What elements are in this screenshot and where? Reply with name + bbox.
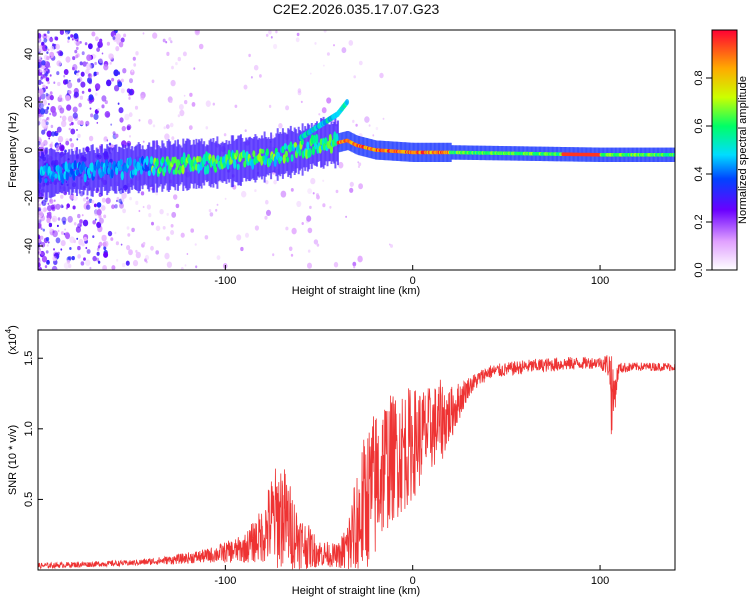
snr-scale-note: (x104) [4, 325, 19, 355]
spectrogram-panel: -100 0 100 -40 -20 0 20 40 Height of straight l… [7, 29, 676, 297]
snr-ylabel: SNR (10 * v/v) [7, 425, 19, 495]
figure-title: C2E2.2026.035.17.07.G23 [273, 1, 440, 17]
colorbar-label: Normalized spectral amplitude [737, 76, 749, 224]
spectrogram-xlabel: Height of straight line (km) [292, 285, 420, 297]
spectrogram-ytick-label: 20 [23, 96, 35, 108]
colorbar-tick-label: 0.0 [693, 262, 705, 277]
snr-xtick-label: 0 [410, 575, 416, 587]
svg-text:(x104): (x104) [4, 325, 19, 355]
colorbar-tick-label: 0.8 [693, 70, 705, 85]
snr-series-line [38, 355, 675, 570]
snr-frame [37, 329, 676, 571]
spectrogram-ytick-label: -40 [23, 238, 35, 254]
spectrogram-ticks: -100 0 100 -40 -20 0 20 40 [23, 48, 609, 287]
snr-ytick-label: 1.0 [23, 421, 35, 436]
colorbar-gradient [711, 29, 738, 271]
spectrogram-heatmap [38, 30, 675, 270]
colorbar-tick-label: 0.6 [693, 118, 705, 133]
snr-xtick-label: 100 [591, 575, 609, 587]
spectrogram-ytick-label: 40 [23, 48, 35, 60]
snr-ticks: -100 0 100 0.5 1.0 1.5 [23, 351, 609, 587]
snr-xlabel: Height of straight line (km) [292, 585, 420, 597]
colorbar-tick-label: 0.2 [693, 214, 705, 229]
snr-panel: -100 0 100 0.5 1.0 1.5 Height of straight lin… [4, 325, 676, 597]
spectrogram-xtick-label: -100 [214, 275, 236, 287]
spectrogram-ytick-label: 0 [23, 147, 35, 153]
colorbar-ticks: 0.0 0.2 0.4 0.6 0.8 [693, 70, 712, 278]
colorbar: 0.0 0.2 0.4 0.6 0.8 Normalized spectral ampl… [693, 29, 749, 278]
spectrogram-ytick-label: -20 [23, 190, 35, 206]
snr-xtick-label: -100 [214, 575, 236, 587]
spectrogram-xtick-label: 100 [591, 275, 609, 287]
colorbar-tick-label: 0.4 [693, 166, 705, 181]
spectrogram-xtick-label: 0 [410, 275, 416, 287]
spectrogram-ylabel: Frequency (Hz) [7, 112, 19, 188]
snr-ytick-label: 1.5 [23, 351, 35, 366]
snr-ytick-label: 0.5 [23, 492, 35, 507]
